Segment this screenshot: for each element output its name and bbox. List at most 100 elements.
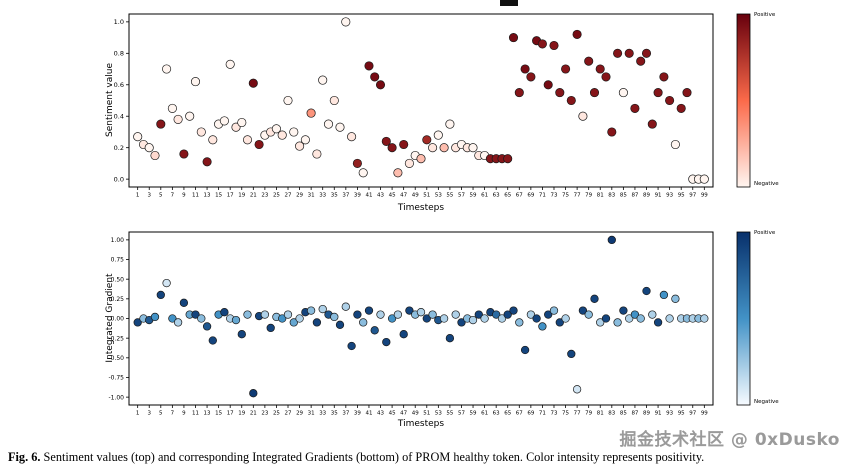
svg-text:1.00: 1.00 bbox=[111, 237, 125, 244]
svg-text:11: 11 bbox=[192, 411, 199, 417]
figure-caption-text: Sentiment values (top) and corresponding… bbox=[43, 450, 705, 464]
bottom-x-axis-label: Timesteps bbox=[397, 419, 445, 429]
svg-text:1: 1 bbox=[136, 193, 140, 199]
svg-text:49: 49 bbox=[412, 193, 419, 199]
svg-text:79: 79 bbox=[585, 193, 592, 199]
svg-text:49: 49 bbox=[412, 411, 419, 417]
svg-text:0.50: 0.50 bbox=[111, 276, 125, 283]
svg-text:97: 97 bbox=[689, 411, 696, 417]
svg-text:57: 57 bbox=[458, 411, 465, 417]
svg-text:27: 27 bbox=[285, 411, 292, 417]
svg-text:87: 87 bbox=[631, 193, 638, 199]
svg-text:53: 53 bbox=[435, 193, 442, 199]
svg-text:61: 61 bbox=[481, 193, 488, 199]
svg-text:69: 69 bbox=[527, 411, 534, 417]
svg-text:7: 7 bbox=[171, 193, 175, 199]
svg-text:0.2: 0.2 bbox=[114, 144, 124, 152]
svg-text:27: 27 bbox=[285, 193, 292, 199]
svg-text:1.0: 1.0 bbox=[114, 18, 124, 26]
svg-text:95: 95 bbox=[678, 193, 685, 199]
top-colorbar-positive-label: Positive bbox=[754, 12, 776, 18]
svg-text:15: 15 bbox=[215, 411, 222, 417]
svg-text:21: 21 bbox=[250, 411, 257, 417]
svg-text:15: 15 bbox=[215, 193, 222, 199]
svg-text:19: 19 bbox=[238, 193, 245, 199]
svg-text:91: 91 bbox=[655, 193, 662, 199]
svg-text:9: 9 bbox=[182, 193, 186, 199]
svg-text:-0.25: -0.25 bbox=[108, 335, 124, 342]
svg-text:63: 63 bbox=[493, 193, 500, 199]
svg-text:89: 89 bbox=[643, 193, 650, 199]
svg-text:3: 3 bbox=[147, 193, 151, 199]
svg-text:35: 35 bbox=[331, 411, 338, 417]
svg-text:97: 97 bbox=[689, 193, 696, 199]
svg-text:67: 67 bbox=[516, 411, 523, 417]
svg-text:7: 7 bbox=[171, 411, 175, 417]
svg-text:0.00: 0.00 bbox=[111, 316, 125, 323]
svg-text:1: 1 bbox=[136, 411, 140, 417]
svg-text:29: 29 bbox=[296, 193, 303, 199]
bottom-colorbar-positive-label: Positive bbox=[754, 230, 776, 236]
svg-text:93: 93 bbox=[666, 193, 673, 199]
svg-text:37: 37 bbox=[342, 411, 349, 417]
svg-text:0.25: 0.25 bbox=[111, 296, 125, 303]
svg-text:23: 23 bbox=[261, 411, 268, 417]
svg-text:47: 47 bbox=[400, 411, 407, 417]
svg-text:71: 71 bbox=[539, 411, 546, 417]
svg-text:0.4: 0.4 bbox=[114, 112, 124, 120]
top-y-axis-label: Sentiment value bbox=[105, 63, 115, 137]
svg-text:-0.75: -0.75 bbox=[108, 375, 124, 382]
svg-text:91: 91 bbox=[655, 411, 662, 417]
svg-text:17: 17 bbox=[227, 411, 234, 417]
bottom-colorbar-negative-label: Negative bbox=[754, 399, 779, 405]
svg-text:99: 99 bbox=[701, 411, 708, 417]
svg-text:65: 65 bbox=[504, 411, 511, 417]
svg-text:0.8: 0.8 bbox=[114, 50, 124, 58]
svg-text:45: 45 bbox=[389, 411, 396, 417]
svg-text:41: 41 bbox=[365, 411, 372, 417]
svg-text:-1.00: -1.00 bbox=[108, 394, 124, 401]
svg-text:5: 5 bbox=[159, 193, 163, 199]
figure-caption-label: Fig. 6. bbox=[8, 450, 41, 464]
svg-text:95: 95 bbox=[678, 411, 685, 417]
svg-text:19: 19 bbox=[238, 411, 245, 417]
svg-text:3: 3 bbox=[147, 411, 151, 417]
svg-text:23: 23 bbox=[261, 193, 268, 199]
svg-text:87: 87 bbox=[631, 411, 638, 417]
svg-text:25: 25 bbox=[273, 411, 280, 417]
svg-text:63: 63 bbox=[493, 411, 500, 417]
svg-text:17: 17 bbox=[227, 193, 234, 199]
svg-text:83: 83 bbox=[608, 193, 615, 199]
svg-text:45: 45 bbox=[389, 193, 396, 199]
svg-text:67: 67 bbox=[516, 193, 523, 199]
svg-text:31: 31 bbox=[308, 411, 315, 417]
svg-text:59: 59 bbox=[470, 193, 477, 199]
top-x-axis-label: Timesteps bbox=[397, 203, 445, 213]
svg-text:57: 57 bbox=[458, 193, 465, 199]
svg-text:51: 51 bbox=[423, 193, 430, 199]
svg-text:89: 89 bbox=[643, 411, 650, 417]
svg-text:11: 11 bbox=[192, 193, 199, 199]
svg-text:77: 77 bbox=[574, 193, 581, 199]
svg-text:47: 47 bbox=[400, 193, 407, 199]
svg-text:85: 85 bbox=[620, 411, 627, 417]
svg-text:51: 51 bbox=[423, 411, 430, 417]
svg-text:73: 73 bbox=[550, 411, 557, 417]
svg-text:-0.50: -0.50 bbox=[108, 355, 124, 362]
svg-text:43: 43 bbox=[377, 193, 384, 199]
svg-text:55: 55 bbox=[446, 193, 453, 199]
svg-text:13: 13 bbox=[204, 193, 211, 199]
watermark: 掘金技术社区 @ 0xDusko bbox=[619, 430, 840, 450]
svg-text:43: 43 bbox=[377, 411, 384, 417]
svg-text:0.6: 0.6 bbox=[114, 81, 124, 89]
svg-text:41: 41 bbox=[365, 193, 372, 199]
svg-text:77: 77 bbox=[574, 411, 581, 417]
svg-text:81: 81 bbox=[597, 411, 604, 417]
svg-text:93: 93 bbox=[666, 411, 673, 417]
svg-text:5: 5 bbox=[159, 411, 163, 417]
svg-text:59: 59 bbox=[470, 411, 477, 417]
svg-text:29: 29 bbox=[296, 411, 303, 417]
svg-text:37: 37 bbox=[342, 193, 349, 199]
svg-text:81: 81 bbox=[597, 193, 604, 199]
